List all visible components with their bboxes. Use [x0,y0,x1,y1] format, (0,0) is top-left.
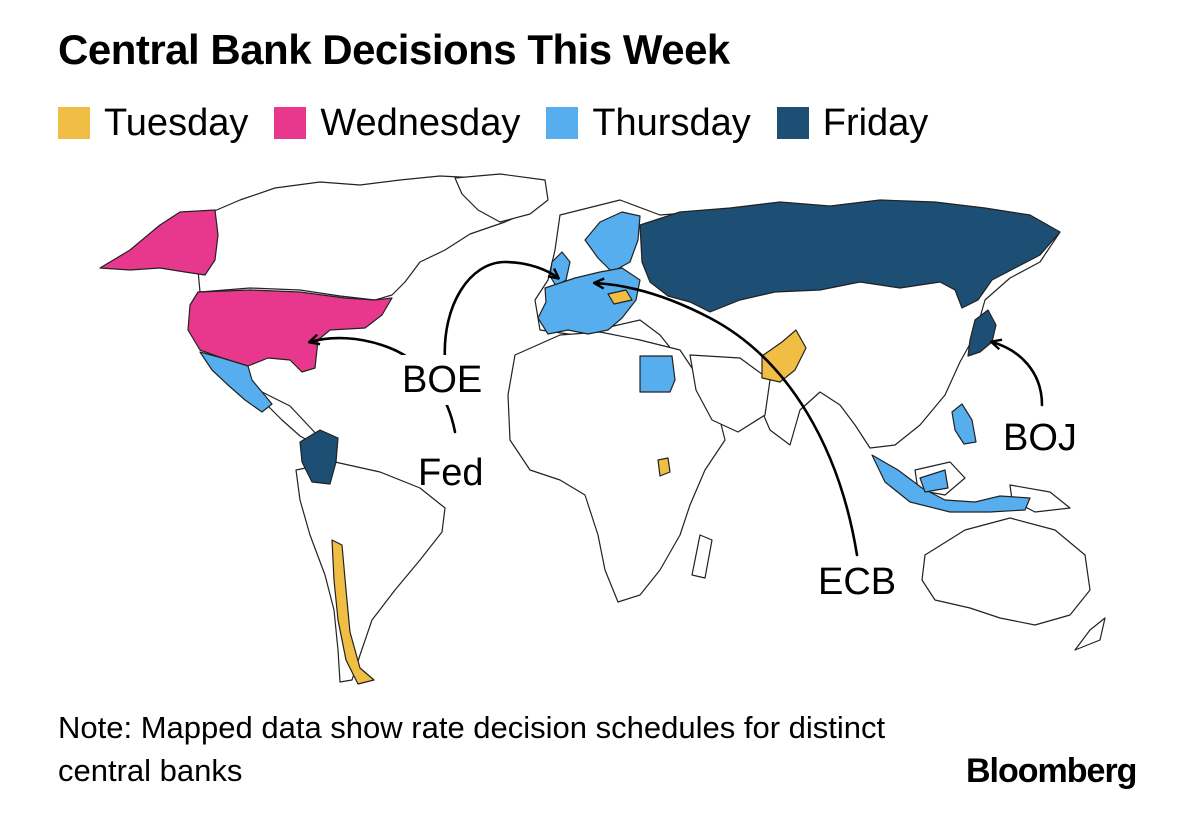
country-chile [331,539,375,685]
legend-label-friday: Friday [822,101,929,144]
land-canada [197,175,546,301]
note: Note: Mapped data show rate decision sch… [58,710,886,788]
legend-item-thursday: Thursday [546,101,751,145]
country-mexico [199,351,273,413]
legend-label-tuesday: Tuesday [104,101,249,144]
legend-label-wednesday: Wednesday [320,101,521,144]
boe-label-bg [393,355,493,405]
land-arabia [689,354,771,433]
country-hungary [607,289,633,305]
ecb-label: ECB [818,561,896,603]
boe-arrow [443,260,558,362]
legend-item-tuesday: Tuesday [58,102,248,145]
world-map: BOE Fed ECB BOJ [99,173,1106,685]
ecb-arrow [595,283,859,557]
country-alaska [99,209,219,276]
boj-label: BOJ [1003,417,1077,459]
annotations: BOE Fed ECB BOJ [310,260,1077,603]
land-greenland [454,173,549,223]
land-madagascar [691,534,713,579]
boe-label: BOE [402,359,482,401]
country-uganda [657,457,671,477]
legend-swatch-tuesday [58,107,90,139]
bloomberg-logo: Bloomberg [966,752,1137,790]
legend-swatch-thursday [546,107,579,139]
country-norway-sweden [584,211,641,273]
land-australia [921,517,1091,626]
land-south-america [295,461,446,683]
country-colombia [299,429,339,485]
legend: Tuesday Wednesday Thursday Friday [58,100,954,146]
page-title: Central Bank Decisions This Week [58,26,730,73]
country-united-states [187,289,393,373]
land-africa [507,331,726,603]
boj-arrow [992,342,1044,407]
country-egypt [639,355,676,393]
country-pakistan [761,329,807,383]
legend-item-friday: Friday [776,101,929,145]
land-new-zealand [1074,617,1106,651]
country-borneo-indonesia [919,469,949,493]
legend-swatch-friday [776,107,809,139]
fed-label: Fed [418,452,483,494]
legend-swatch-wednesday [274,107,307,139]
legend-item-wednesday: Wednesday [274,102,520,145]
legend-label-thursday: Thursday [592,101,751,144]
country-philippines [951,403,977,445]
country-indonesia [871,454,1031,513]
country-russia [639,199,1061,313]
